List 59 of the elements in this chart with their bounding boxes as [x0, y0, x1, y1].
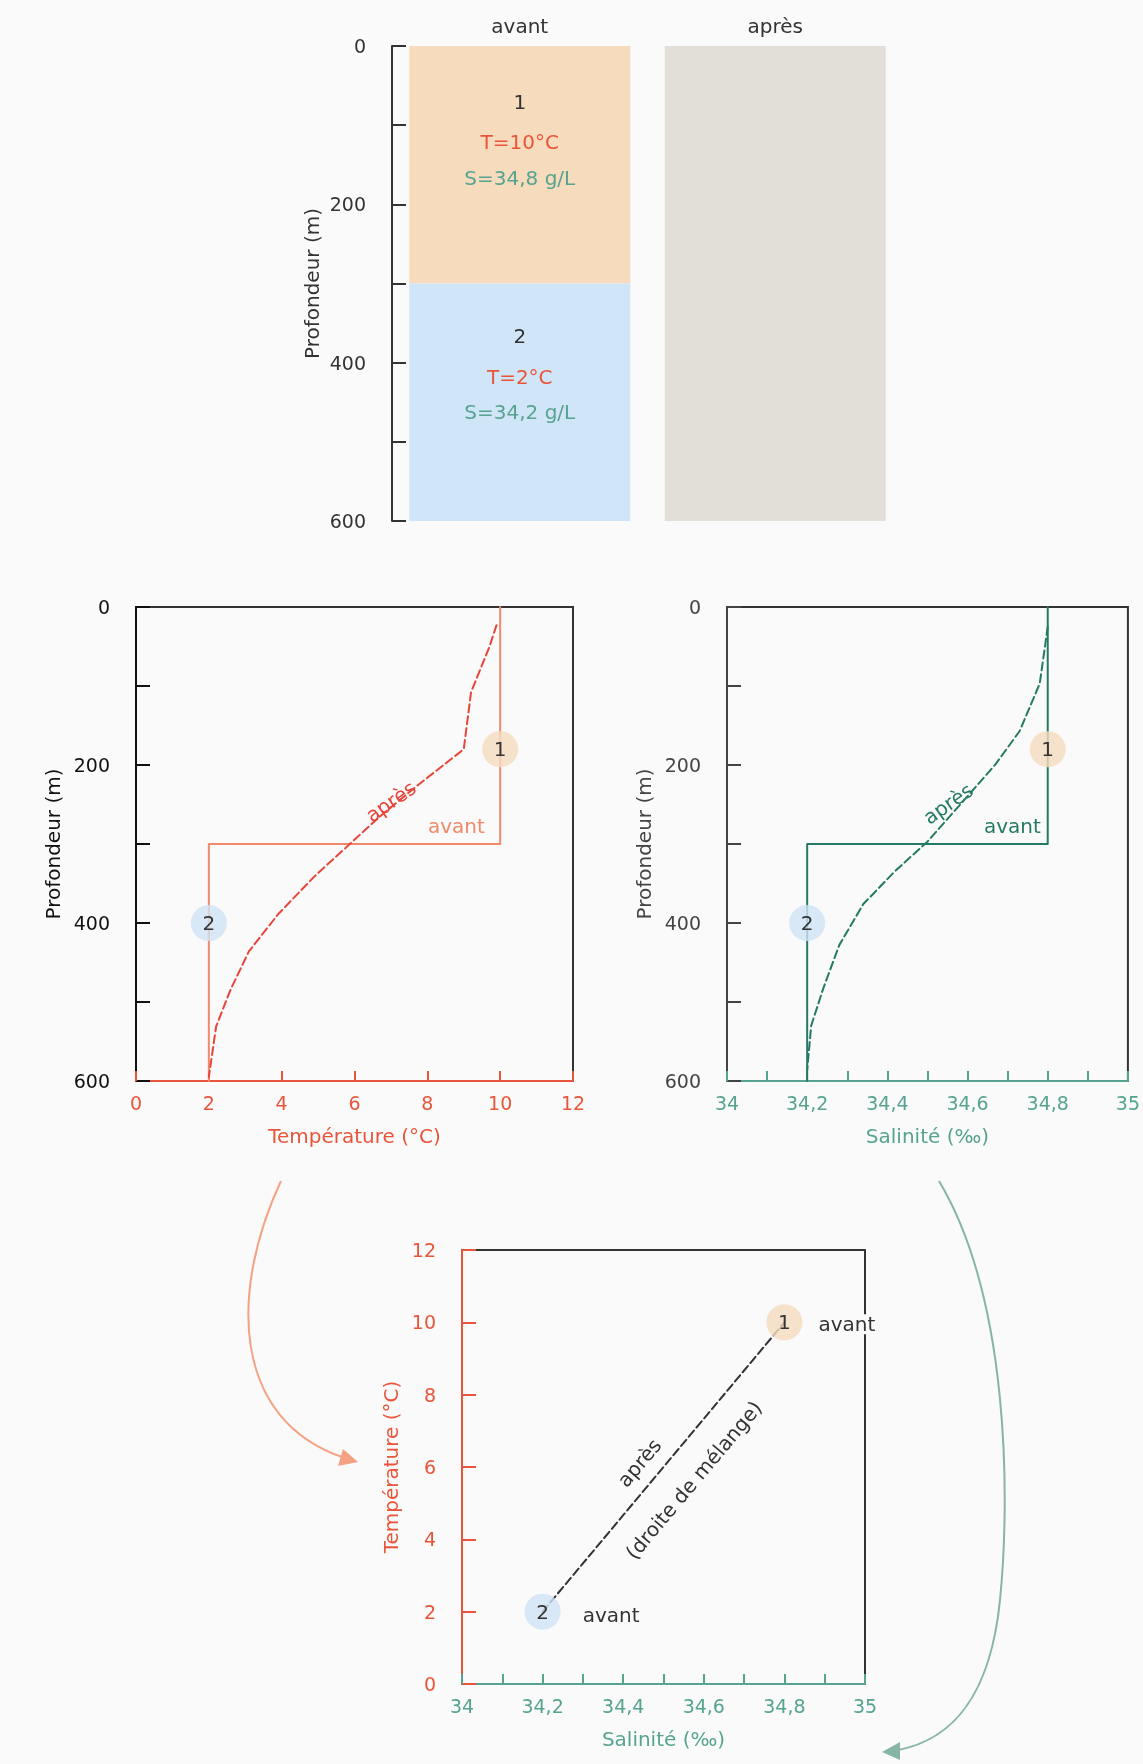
x-tick-label: 34,6	[682, 1694, 725, 1717]
annotation: T=2°C	[485, 365, 553, 390]
x-axis-title: Salinité (‰)	[865, 1124, 990, 1148]
y-tick-label: 4	[423, 1528, 436, 1551]
y-axis-title: Température (°C)	[378, 1380, 403, 1555]
annotation: 2	[800, 911, 814, 935]
annotation: avant	[818, 1312, 876, 1337]
x-tick-label: 10	[488, 1091, 513, 1114]
series-label: avant	[983, 814, 1042, 839]
x-tick-label: 34,8	[1026, 1091, 1069, 1114]
x-tick-label: 34,6	[946, 1091, 989, 1114]
x-tick-label: 4	[275, 1091, 288, 1114]
x-tick-label: 12	[560, 1091, 586, 1114]
y-tick-label: 10	[411, 1311, 436, 1334]
x-tick-label: 34,2	[521, 1694, 564, 1717]
y-tick-label: 600	[73, 1070, 110, 1092]
y-tick-label: 600	[664, 1070, 701, 1092]
y-tick-label: 12	[411, 1239, 436, 1261]
x-tick-label: 34	[449, 1694, 475, 1717]
annotation: avant	[582, 1603, 640, 1628]
y-axis-title: Profondeur (m)	[40, 768, 65, 920]
y-tick-label: 0	[688, 596, 701, 618]
annotation: 1	[493, 737, 507, 762]
x-tick-label: 34,4	[602, 1694, 645, 1717]
annotation: 1	[778, 1310, 791, 1335]
y-tick-label: 400	[329, 351, 366, 374]
annotation: 1	[1041, 737, 1055, 762]
y-tick-label: 8	[423, 1383, 436, 1406]
y-tick-label: 600	[329, 510, 366, 532]
series-label: avant	[427, 814, 485, 839]
x-tick-label: 34,8	[763, 1694, 806, 1717]
x-axis-title: Température (°C)	[267, 1124, 441, 1148]
y-tick-label: 0	[423, 1673, 436, 1695]
y-tick-label: 0	[97, 596, 110, 618]
y-tick-label: 0	[353, 35, 366, 57]
x-tick-label: 34	[714, 1091, 740, 1114]
y-axis-title: Profondeur (m)	[631, 768, 656, 920]
annotation: 2	[513, 323, 527, 348]
y-axis-title: Profondeur (m)	[300, 207, 324, 360]
y-tick-label: 2	[423, 1600, 436, 1623]
annotation: 2	[536, 1599, 549, 1624]
y-tick-label: 6	[423, 1456, 436, 1478]
annotation: T=10°C	[479, 130, 559, 155]
x-axis-title: Salinité (‰)	[601, 1727, 726, 1751]
annotation: S=34,8 g/L	[464, 165, 577, 190]
y-tick-label: 200	[73, 754, 110, 776]
annotation: S=34,2 g/L	[464, 399, 577, 424]
x-tick-label: 34,2	[786, 1091, 829, 1114]
y-tick-label: 400	[664, 912, 701, 934]
x-tick-label: 35	[852, 1694, 878, 1717]
x-tick-label: 34,4	[866, 1091, 909, 1114]
x-tick-label: 0	[129, 1091, 143, 1114]
y-tick-label: 400	[73, 912, 110, 934]
annotation: 2	[202, 911, 216, 935]
y-tick-label: 200	[664, 754, 701, 776]
x-tick-label: 2	[202, 1091, 215, 1114]
y-tick-label: 200	[329, 193, 366, 216]
x-tick-label: 35	[1115, 1091, 1141, 1114]
annotation: 1	[513, 89, 527, 114]
